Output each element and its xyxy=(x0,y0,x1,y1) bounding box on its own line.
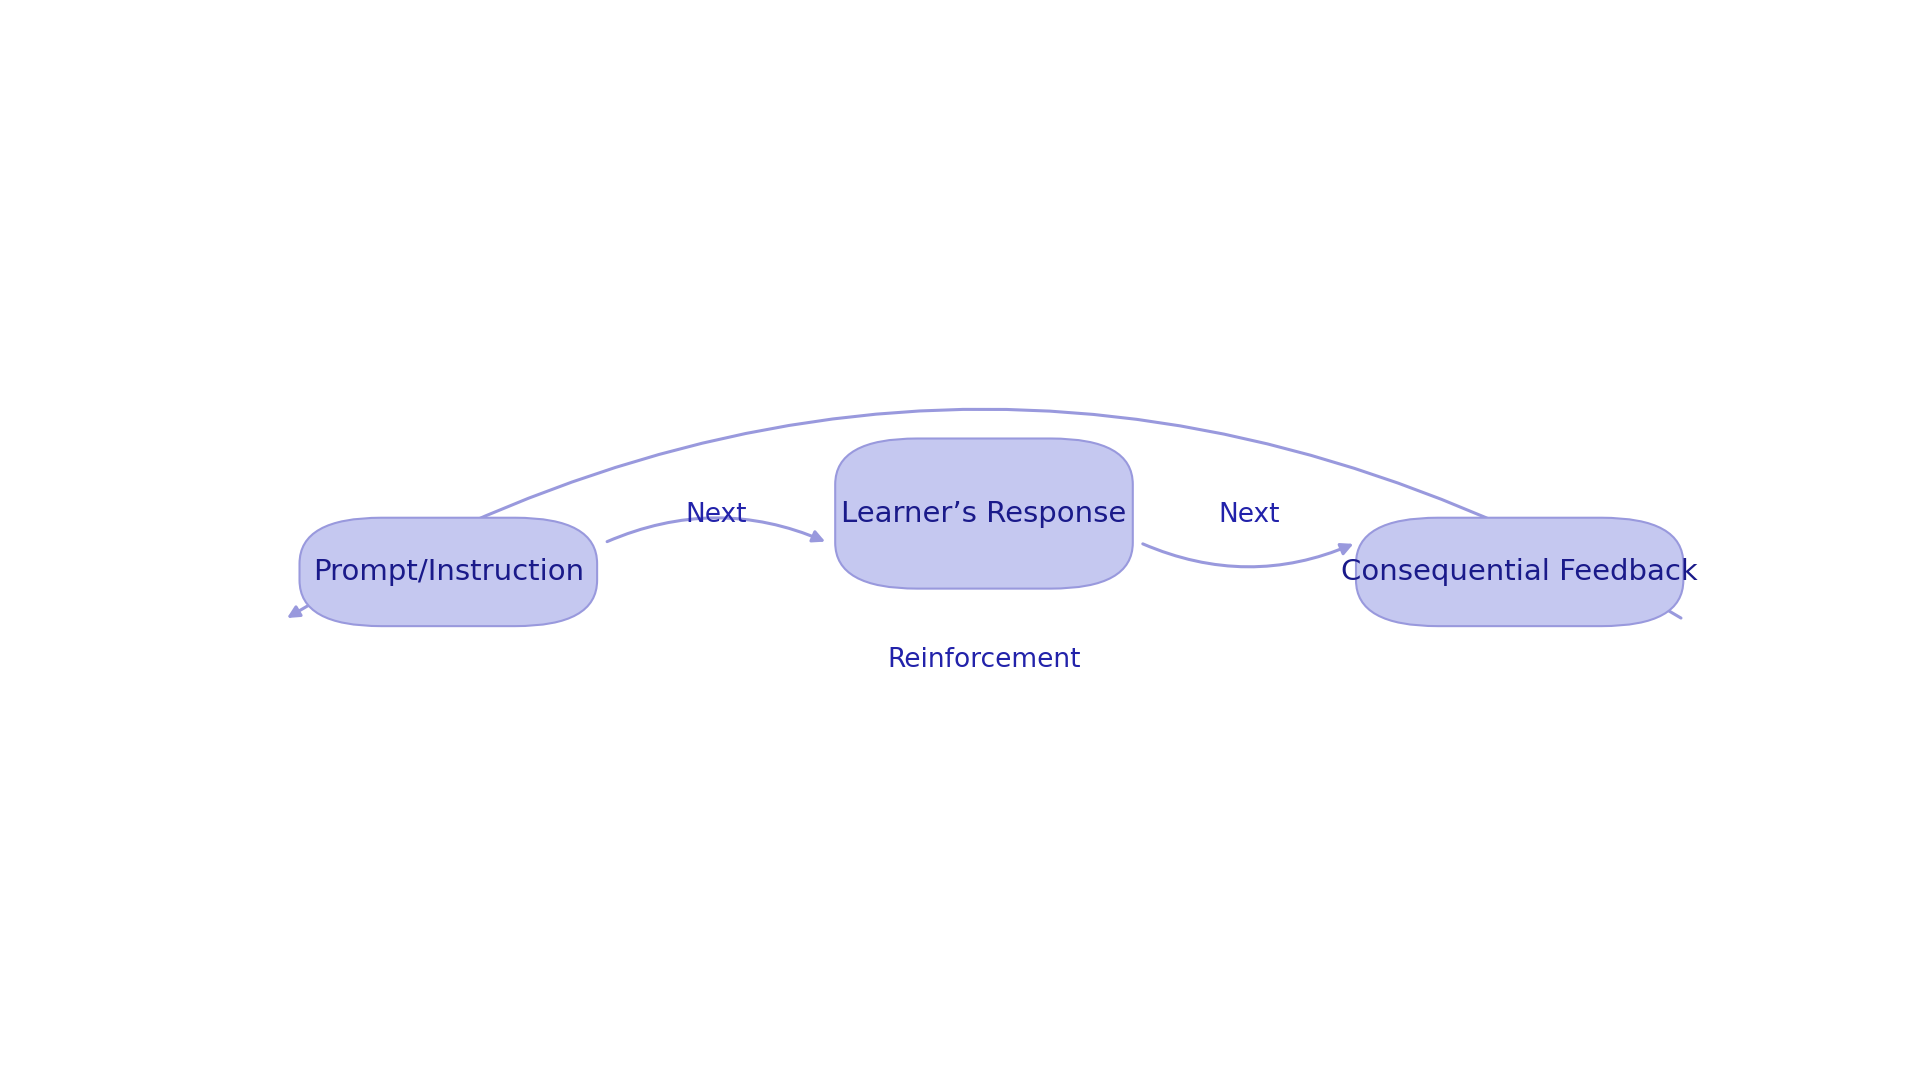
Text: Reinforcement: Reinforcement xyxy=(887,647,1081,673)
Text: Next: Next xyxy=(1217,501,1279,527)
Text: Prompt/Instruction: Prompt/Instruction xyxy=(313,558,584,586)
FancyBboxPatch shape xyxy=(835,439,1133,589)
FancyBboxPatch shape xyxy=(1356,518,1684,626)
Text: Consequential Feedback: Consequential Feedback xyxy=(1342,558,1697,586)
FancyBboxPatch shape xyxy=(300,518,597,626)
Text: Learner’s Response: Learner’s Response xyxy=(841,499,1127,527)
Text: Next: Next xyxy=(685,501,747,527)
